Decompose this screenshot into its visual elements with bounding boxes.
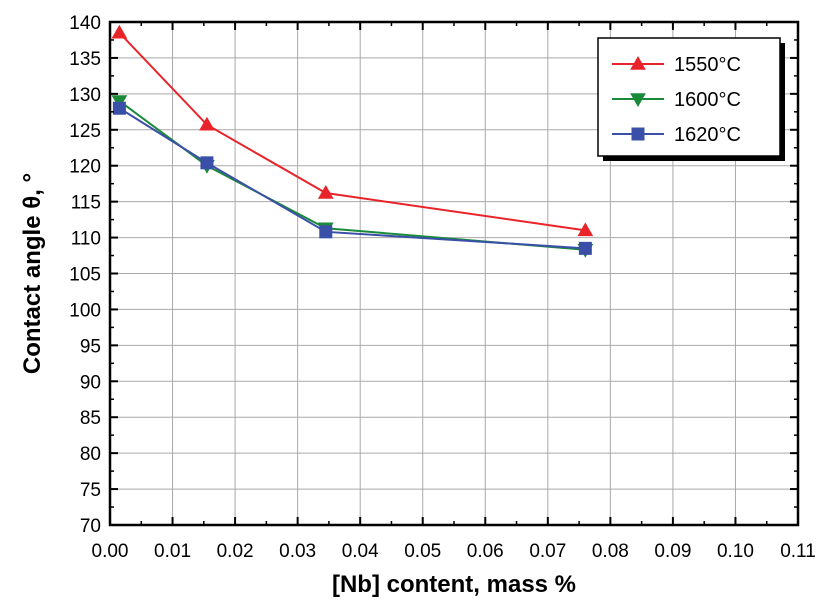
legend-box bbox=[597, 37, 781, 157]
data-point bbox=[577, 222, 594, 237]
x-tick-label: 0.05 bbox=[404, 541, 441, 562]
x-tick-label: 0.03 bbox=[279, 541, 316, 562]
legend-marker bbox=[630, 55, 646, 70]
legend: 1550°C 1600°C 1620°C bbox=[597, 37, 785, 161]
data-point bbox=[319, 225, 333, 239]
series-0 bbox=[111, 24, 594, 237]
y-tick-label: 80 bbox=[80, 444, 101, 465]
legend-label: 1550°C bbox=[674, 54, 741, 76]
y-tick-label: 135 bbox=[69, 49, 101, 70]
y-tick-label: 100 bbox=[69, 300, 101, 321]
data-point bbox=[111, 24, 128, 39]
x-tick-label: 0.04 bbox=[342, 541, 379, 562]
series-line bbox=[118, 107, 586, 250]
y-tick-label: 70 bbox=[80, 516, 101, 537]
x-tick-label: 0.02 bbox=[217, 541, 254, 562]
x-tick-label: 0.08 bbox=[592, 541, 629, 562]
data-point bbox=[317, 185, 334, 199]
x-tick-labels: 0.00 0.01 0.02 0.03 0.04 0.05 0.06 0.07 0.08 0.09… bbox=[92, 541, 816, 562]
y-tick-label: 130 bbox=[69, 85, 101, 106]
data-point bbox=[199, 116, 215, 131]
legend-marker bbox=[631, 127, 645, 141]
y-axis-title: Contact angle θ, ° bbox=[19, 173, 46, 374]
series-line bbox=[118, 32, 586, 232]
x-tick-label: 0.11 bbox=[780, 541, 816, 562]
series-2 bbox=[112, 101, 592, 255]
x-tick-label: 0.07 bbox=[529, 541, 566, 562]
legend-label: 1600°C bbox=[674, 89, 741, 111]
y-tick-label: 120 bbox=[69, 157, 101, 178]
x-tick-label: 0.10 bbox=[717, 541, 754, 562]
y-tick-labels: 70 75 80 85 90 95 100 105 110 115 120 125 130 135 140 bbox=[69, 13, 101, 537]
y-tick-label: 90 bbox=[80, 372, 101, 393]
series-line bbox=[118, 100, 586, 251]
y-tick-label: 75 bbox=[80, 480, 101, 501]
x-tick-label: 0.00 bbox=[92, 541, 129, 562]
y-tick-label: 105 bbox=[69, 265, 101, 286]
y-tick-label: 85 bbox=[80, 408, 101, 429]
y-tick-label: 95 bbox=[80, 336, 101, 357]
x-tick-label: 0.09 bbox=[654, 541, 691, 562]
axis-ticks bbox=[109, 21, 799, 526]
x-axis-title: [Nb] content, mass % bbox=[332, 571, 576, 598]
data-point bbox=[200, 156, 214, 170]
x-tick-label: 0.06 bbox=[467, 541, 504, 562]
legend-marker bbox=[630, 93, 646, 108]
series-layer bbox=[111, 24, 594, 258]
y-tick-label: 140 bbox=[69, 13, 101, 34]
x-tick-label: 0.01 bbox=[154, 541, 191, 562]
data-point bbox=[578, 241, 592, 255]
y-tick-label: 115 bbox=[71, 193, 101, 214]
data-point bbox=[112, 101, 126, 115]
y-tick-label: 125 bbox=[69, 121, 101, 142]
legend-label: 1620°C bbox=[674, 124, 741, 146]
y-tick-label: 110 bbox=[71, 229, 101, 250]
